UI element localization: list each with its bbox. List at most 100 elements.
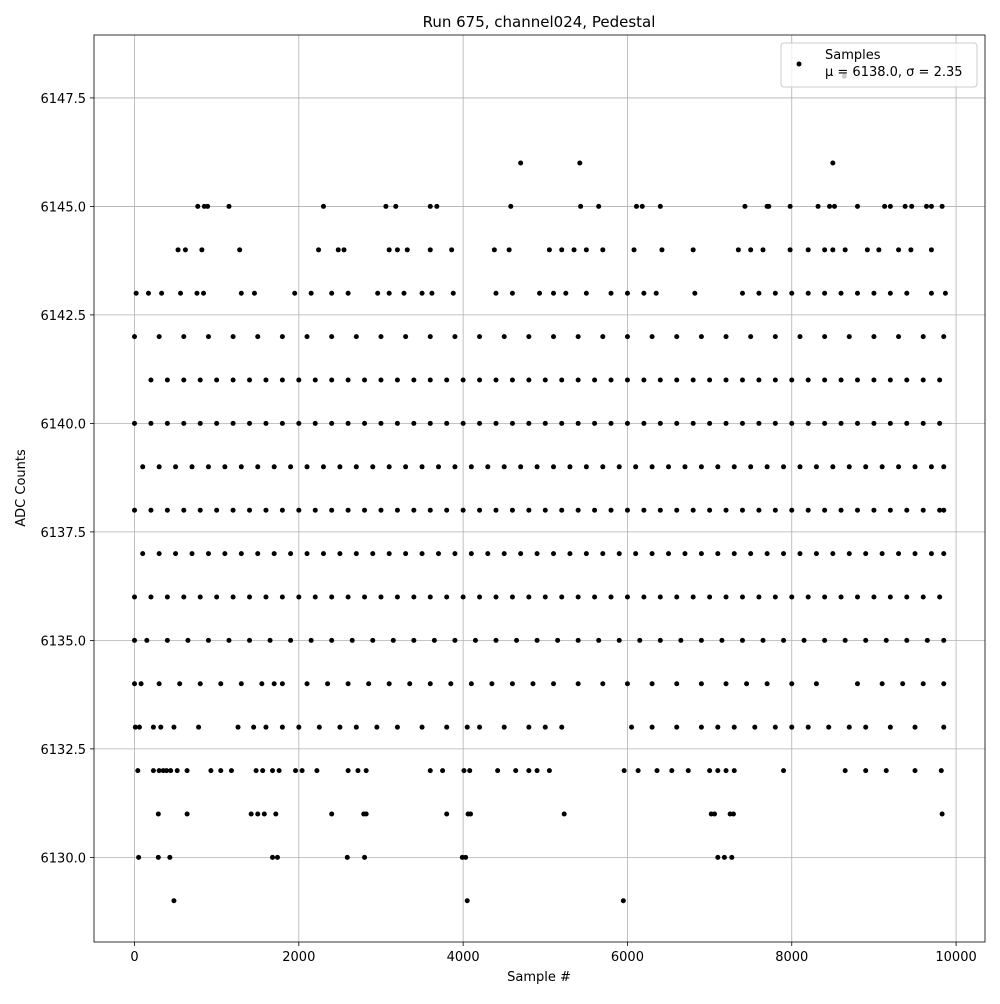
data-point xyxy=(657,637,663,643)
data-point xyxy=(181,507,187,513)
data-point xyxy=(263,420,269,426)
data-point xyxy=(394,377,400,383)
data-point xyxy=(168,768,174,774)
data-point xyxy=(345,507,351,513)
data-point xyxy=(182,247,188,253)
data-point xyxy=(279,420,285,426)
data-point xyxy=(132,334,138,340)
data-point xyxy=(908,247,914,253)
data-point xyxy=(316,724,322,730)
data-point xyxy=(501,724,507,730)
data-point xyxy=(657,507,663,513)
data-point xyxy=(600,247,606,253)
data-point xyxy=(854,594,860,600)
data-point xyxy=(403,334,409,340)
data-point xyxy=(938,768,944,774)
data-point xyxy=(526,507,532,513)
data-point xyxy=(719,637,725,643)
data-point xyxy=(654,768,660,774)
data-point xyxy=(279,507,285,513)
data-point xyxy=(477,377,483,383)
data-point xyxy=(404,247,410,253)
data-point xyxy=(429,290,435,296)
data-point xyxy=(530,681,536,687)
data-point xyxy=(145,290,151,296)
data-point xyxy=(781,464,787,470)
data-point xyxy=(329,334,335,340)
data-point xyxy=(879,464,885,470)
data-point xyxy=(772,420,778,426)
data-point xyxy=(920,334,926,340)
data-point xyxy=(509,377,515,383)
data-point xyxy=(805,290,811,296)
data-point xyxy=(419,551,425,557)
data-point xyxy=(230,507,236,513)
data-point xyxy=(789,724,795,730)
data-point xyxy=(887,377,893,383)
data-point xyxy=(427,377,433,383)
data-point xyxy=(460,377,466,383)
data-point xyxy=(854,290,860,296)
points xyxy=(132,73,948,904)
data-point xyxy=(723,768,729,774)
data-point xyxy=(214,420,220,426)
data-point xyxy=(255,334,261,340)
data-point xyxy=(518,160,524,166)
data-point xyxy=(830,160,836,166)
data-point xyxy=(690,594,696,600)
data-point xyxy=(189,551,195,557)
data-point xyxy=(178,290,184,296)
data-point xyxy=(411,637,417,643)
data-point xyxy=(247,377,253,383)
data-point xyxy=(912,768,918,774)
data-point xyxy=(674,594,680,600)
data-point xyxy=(846,464,852,470)
data-point xyxy=(325,681,331,687)
data-point xyxy=(329,420,335,426)
data-point xyxy=(789,594,795,600)
data-point xyxy=(748,334,754,340)
data-point xyxy=(345,681,351,687)
data-point xyxy=(175,247,181,253)
data-point xyxy=(555,637,561,643)
data-point xyxy=(887,594,893,600)
data-point xyxy=(723,681,729,687)
data-point xyxy=(296,377,302,383)
data-point xyxy=(463,854,469,860)
data-point xyxy=(739,420,745,426)
data-point xyxy=(390,637,396,643)
data-point xyxy=(649,464,655,470)
data-point xyxy=(132,420,138,426)
data-point xyxy=(138,681,144,687)
data-point xyxy=(760,637,766,643)
data-point xyxy=(805,724,811,730)
chart-title: Run 675, channel024, Pedestal xyxy=(423,13,656,31)
data-point xyxy=(270,768,276,774)
data-point xyxy=(542,377,548,383)
data-point xyxy=(261,811,267,817)
data-point xyxy=(616,551,622,557)
data-point xyxy=(941,551,947,557)
data-point xyxy=(230,594,236,600)
data-point xyxy=(639,203,645,209)
data-point xyxy=(596,637,602,643)
data-point xyxy=(546,247,552,253)
data-point xyxy=(813,681,819,687)
data-point xyxy=(276,768,282,774)
data-point xyxy=(920,594,926,600)
data-point xyxy=(649,551,655,557)
data-point xyxy=(592,420,598,426)
data-point xyxy=(813,464,819,470)
data-point xyxy=(748,464,754,470)
data-point xyxy=(222,464,228,470)
data-point xyxy=(787,203,793,209)
data-point xyxy=(748,551,754,557)
data-point xyxy=(559,420,565,426)
data-point xyxy=(345,290,351,296)
x-tick-label: 4000 xyxy=(447,950,480,965)
data-point xyxy=(335,247,341,253)
data-point xyxy=(329,594,335,600)
data-point xyxy=(150,768,156,774)
data-point xyxy=(690,507,696,513)
data-point xyxy=(199,247,205,253)
